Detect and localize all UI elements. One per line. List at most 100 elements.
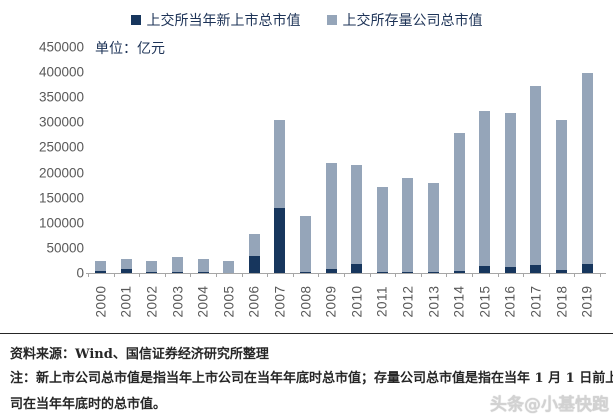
unit-label: 单位：亿元 <box>95 41 165 57</box>
bar-segment-existing <box>95 260 107 271</box>
bar-segment-existing <box>120 258 132 269</box>
bar-segment-new <box>453 270 465 273</box>
x-tick-label-2007: 2007 <box>272 285 288 318</box>
bar-2010 <box>344 165 370 273</box>
bar-segment-new <box>376 271 388 273</box>
bar-segment-existing <box>453 133 465 271</box>
x-tick-label-2017: 2017 <box>528 285 544 318</box>
legend-item-new-listings: 上交所当年新上市总市值 <box>130 10 301 30</box>
bar-segment-existing <box>479 110 491 267</box>
bar-segment-existing <box>197 259 209 272</box>
x-tick-label-2001: 2001 <box>118 285 134 318</box>
x-tick-label-2004: 2004 <box>195 285 211 318</box>
bar-segment-existing <box>428 182 440 273</box>
x-axis-tick <box>369 274 371 277</box>
x-tick-label-2019: 2019 <box>579 285 595 318</box>
x-tick-label-2002: 2002 <box>144 285 160 318</box>
bar-2001 <box>114 258 140 273</box>
bar-segment-new <box>95 271 107 273</box>
x-axis-tick <box>574 274 576 277</box>
bar-segment-new <box>504 266 516 273</box>
legend-swatch-new-icon <box>130 15 141 25</box>
bar-segment-new <box>172 272 184 273</box>
source-line: 资料来源：Wind、国信证券经济研究所整理 <box>10 347 269 362</box>
x-axis-tick <box>88 274 89 277</box>
bar-segment-new <box>556 270 568 273</box>
bar-segment-existing <box>556 119 568 270</box>
bar-segment-new <box>581 263 593 273</box>
bar-2002 <box>139 260 165 273</box>
x-tick-label-2018: 2018 <box>554 285 570 318</box>
x-axis-tick <box>395 274 397 277</box>
bar-2018 <box>549 119 575 273</box>
bar-segment-existing <box>530 86 542 265</box>
x-axis-tick <box>446 274 448 277</box>
x-axis-tick <box>344 274 345 277</box>
bar-2015 <box>472 110 498 273</box>
bar-2000 <box>88 260 114 273</box>
x-tick-label-2008: 2008 <box>298 285 314 318</box>
x-axis-tick <box>420 274 422 277</box>
x-tick-label-2006: 2006 <box>246 285 262 318</box>
x-axis-tick <box>190 274 192 277</box>
footer-divider <box>0 333 613 334</box>
bar-segment-existing <box>325 163 337 270</box>
y-tick-label: 100000 <box>38 215 84 231</box>
bar-segment-existing <box>402 178 414 272</box>
y-tick-label: 400000 <box>38 64 84 80</box>
x-tick-label-2014: 2014 <box>451 285 467 318</box>
bar-2008 <box>293 215 319 273</box>
x-axis-tick <box>472 274 473 277</box>
bar-segment-new <box>351 263 363 273</box>
x-axis-tick <box>600 274 601 277</box>
x-tick-label-2010: 2010 <box>349 285 365 318</box>
x-tick-label-2000: 2000 <box>93 285 109 318</box>
bar-segment-new <box>402 271 414 273</box>
bar-segment-new <box>530 264 542 273</box>
x-axis-line <box>86 273 606 274</box>
footnote-line2: 司在当年年底时的总市值。 <box>10 397 167 412</box>
bar-2013 <box>421 182 447 273</box>
bar-segment-existing <box>248 233 260 256</box>
x-axis-tick <box>267 274 269 277</box>
bar-2007 <box>267 119 293 273</box>
watermark: 头条@小基快跑 <box>490 395 609 415</box>
plot-area <box>88 47 600 273</box>
x-tick-label-2011: 2011 <box>374 285 390 318</box>
x-tick-label-2005: 2005 <box>221 285 237 318</box>
bar-segment-new <box>146 272 158 273</box>
y-tick-label: 350000 <box>38 89 84 105</box>
x-tick-label-2003: 2003 <box>170 285 186 318</box>
y-tick-label: 0 <box>76 265 84 281</box>
bar-2012 <box>395 178 421 273</box>
bar-segment-new <box>120 268 132 273</box>
x-axis-tick <box>241 274 243 277</box>
y-tick-label: 450000 <box>38 39 84 55</box>
y-tick-label: 150000 <box>38 190 84 206</box>
bar-2016 <box>498 113 524 273</box>
y-tick-label: 300000 <box>38 114 84 130</box>
x-axis-tick <box>139 274 141 277</box>
x-axis-tick <box>113 274 115 277</box>
x-axis-tick <box>164 274 166 277</box>
x-axis-tick <box>318 274 320 277</box>
legend-label-new: 上交所当年新上市总市值 <box>146 13 301 29</box>
bar-segment-new <box>428 272 440 273</box>
chart-legend: 上交所当年新上市总市值 上交所存量公司总市值 <box>0 10 613 30</box>
bar-segment-existing <box>223 260 235 273</box>
legend-swatch-existing-icon <box>326 15 337 25</box>
legend-label-existing: 上交所存量公司总市值 <box>342 13 483 29</box>
bar-segment-existing <box>351 165 363 264</box>
y-tick-label: 200000 <box>38 165 84 181</box>
bar-segment-existing <box>300 215 312 272</box>
bar-segment-new <box>274 207 286 273</box>
y-tick-label: 50000 <box>46 240 84 256</box>
x-tick-label-2009: 2009 <box>323 285 339 318</box>
bar-segment-new <box>479 266 491 273</box>
x-axis-tick <box>548 274 550 277</box>
x-tick-label-2015: 2015 <box>477 285 493 318</box>
bar-segment-new <box>248 255 260 273</box>
bar-segment-existing <box>504 113 516 267</box>
x-axis-tick <box>216 274 217 277</box>
